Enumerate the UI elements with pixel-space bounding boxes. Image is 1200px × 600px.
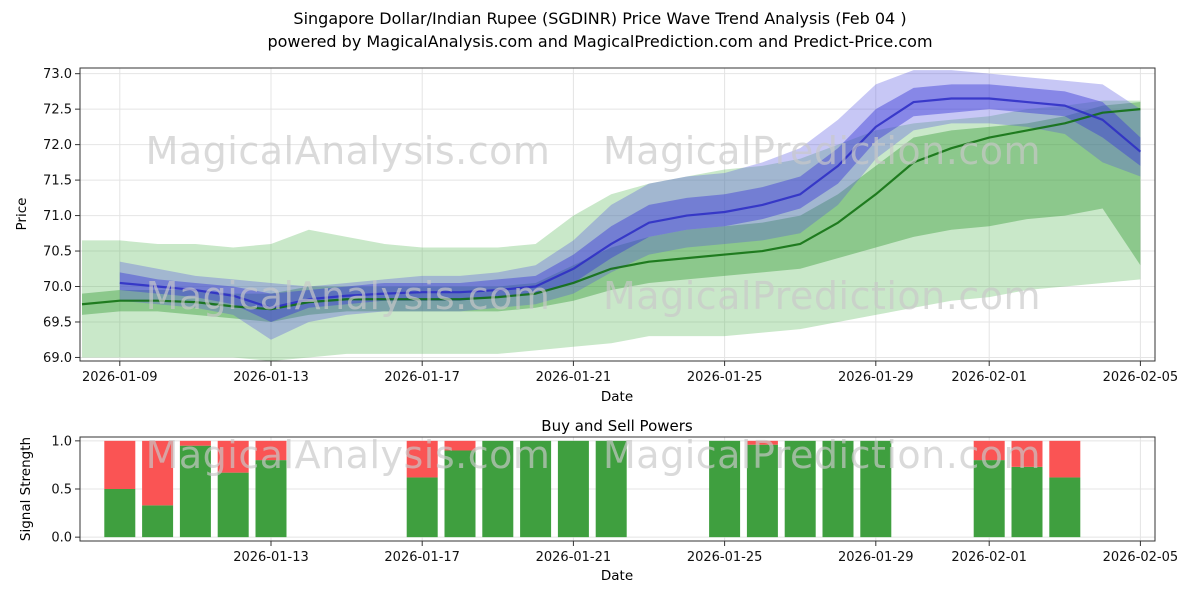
main-x-tick-label: 2026-02-05 (1103, 370, 1179, 385)
signal-x-tick-label: 2026-01-17 (384, 550, 460, 565)
main-x-tick-label: 2026-01-29 (838, 370, 914, 385)
buy-bar (142, 505, 174, 538)
buy-bar (1011, 466, 1043, 538)
signal-x-tick-label: 2026-01-13 (233, 550, 309, 565)
buy-bar (104, 489, 136, 538)
buy-bar (784, 440, 816, 538)
signal-chart-title: Buy and Sell Powers (541, 417, 693, 435)
main-x-tick-label: 2026-01-17 (384, 370, 460, 385)
trend-bands (81, 70, 1142, 361)
buy-bar (1049, 477, 1081, 538)
main-y-tick-label: 71.0 (43, 209, 72, 224)
main-grid (80, 68, 1155, 361)
main-y-tick-label: 70.0 (43, 280, 72, 295)
line-blue-trend (119, 97, 1142, 309)
buy-bar (822, 440, 854, 538)
main-y-tick-label: 72.5 (43, 103, 72, 118)
buy-bar (860, 440, 892, 538)
sell-bar (444, 440, 476, 451)
sell-bar (406, 440, 438, 478)
main-date-axis-label: Date (600, 389, 634, 405)
sell-bar (104, 440, 136, 489)
main-axes: 69.0 69.5 70.0 70.5 71.0 71.5 72.0 72.5 73.0 2026… (43, 67, 1178, 385)
signal-y-tick-label: 0.0 (51, 531, 72, 546)
sell-bar (1011, 440, 1043, 467)
main-plot-frame (79, 67, 1156, 362)
signal-x-tick-label: 2026-01-25 (687, 550, 763, 565)
sell-bar (255, 440, 287, 461)
buy-bar (746, 444, 778, 538)
sell-bar (217, 440, 249, 473)
signal-y-tick-label: 1.0 (51, 434, 72, 449)
main-x-tick-label: 2026-01-25 (687, 370, 763, 385)
buy-bar (179, 445, 211, 538)
signal-bars (104, 440, 1081, 538)
main-y-tick-label: 72.0 (43, 138, 72, 153)
signal-axes: 0.0 0.5 1.0 2026-01-13 2026-01-17 2026-01-21 2… (51, 434, 1178, 565)
main-y-tick-label: 69.5 (43, 315, 72, 330)
main-y-tick-label: 71.5 (43, 174, 72, 189)
sell-bar (973, 440, 1005, 461)
sell-bar (142, 440, 174, 506)
signal-x-tick-label: 2026-02-01 (951, 550, 1027, 565)
sell-bar (746, 440, 778, 445)
sell-bar (179, 440, 211, 446)
buy-bar (482, 440, 514, 538)
buy-bar (520, 440, 552, 538)
signal-x-tick-label: 2026-02-05 (1103, 550, 1179, 565)
buy-bar (595, 440, 627, 538)
main-y-tick-label: 69.0 (43, 351, 72, 366)
figure-title: Singapore Dollar/Indian Rupee (SGDINR) P… (293, 9, 907, 28)
sell-bar (1049, 440, 1081, 478)
signal-x-tick-label: 2026-01-29 (838, 550, 914, 565)
band-green-inner (82, 102, 1141, 322)
buy-bar (255, 460, 287, 538)
line-green-trend (81, 108, 1141, 311)
figure-subtitle: powered by MagicalAnalysis.com and Magic… (267, 32, 933, 51)
main-y-tick-label: 70.5 (43, 245, 72, 260)
signal-y-tick-label: 0.5 (51, 483, 72, 498)
buy-bar (973, 460, 1005, 538)
main-x-tick-label: 2026-02-01 (951, 370, 1027, 385)
band-blue-outer (119, 70, 1141, 340)
main-x-tick-label: 2026-01-21 (536, 370, 612, 385)
buy-bar (709, 440, 741, 538)
main-x-tick-label: 2026-01-13 (233, 370, 309, 385)
buy-bar (217, 472, 249, 538)
main-y-tick-label: 73.0 (43, 67, 72, 82)
main-x-tick-label: 2026-01-09 (82, 370, 158, 385)
buy-bar (406, 477, 438, 538)
band-blue-inner (119, 84, 1141, 322)
buy-bar (444, 450, 476, 538)
signal-date-axis-label: Date (600, 568, 634, 584)
signal-x-tick-label: 2026-01-21 (536, 550, 612, 565)
buy-bar (557, 440, 589, 538)
